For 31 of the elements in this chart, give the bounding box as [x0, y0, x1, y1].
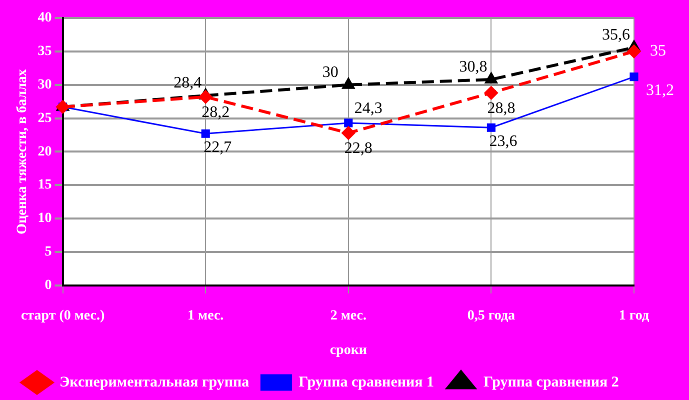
data-label: 28,2 — [202, 104, 230, 122]
data-label: 22,8 — [344, 140, 372, 158]
data-label: 35,6 — [602, 26, 630, 44]
data-label: 28,8 — [487, 100, 516, 118]
legend-label: Группа сравнения 2 — [484, 374, 619, 390]
legend-label: Экспериментальная группа — [60, 374, 250, 390]
y-tick-label: 25 — [38, 110, 52, 126]
data-label: 23,6 — [489, 132, 518, 150]
x-tick-label: 1 год — [618, 308, 650, 324]
data-label: 24,3 — [354, 100, 382, 118]
data-label: 22,7 — [204, 138, 232, 156]
x-tick-label: 1 мес. — [188, 308, 224, 324]
y-tick-label: 10 — [38, 211, 52, 226]
y-tick-label: 30 — [38, 77, 52, 92]
y-tick-label: 5 — [44, 244, 52, 260]
data-label: 31,2 — [646, 82, 674, 100]
data-label: 35 — [650, 42, 666, 60]
data-label: 28,4 — [174, 74, 202, 92]
x-tick-label: 0,5 года — [467, 308, 516, 324]
x-tick-label: старт (0 мес.) — [20, 308, 105, 324]
data-label: 30,8 — [459, 58, 488, 76]
y-tick-label: 20 — [38, 144, 52, 160]
y-tick-label: 40 — [38, 10, 52, 26]
x-tick-label: 2 мес. — [330, 308, 366, 324]
y-axis-title: Оценка тяжести, в баллах — [15, 69, 30, 234]
y-tick-label: 15 — [38, 178, 52, 193]
x-axis-title: сроки — [330, 343, 367, 358]
data-label: 30 — [322, 64, 338, 82]
y-tick-label: 0 — [44, 278, 52, 294]
y-tick-label: 35 — [38, 44, 52, 60]
legend-label: Группа сравнения 1 — [298, 374, 434, 390]
